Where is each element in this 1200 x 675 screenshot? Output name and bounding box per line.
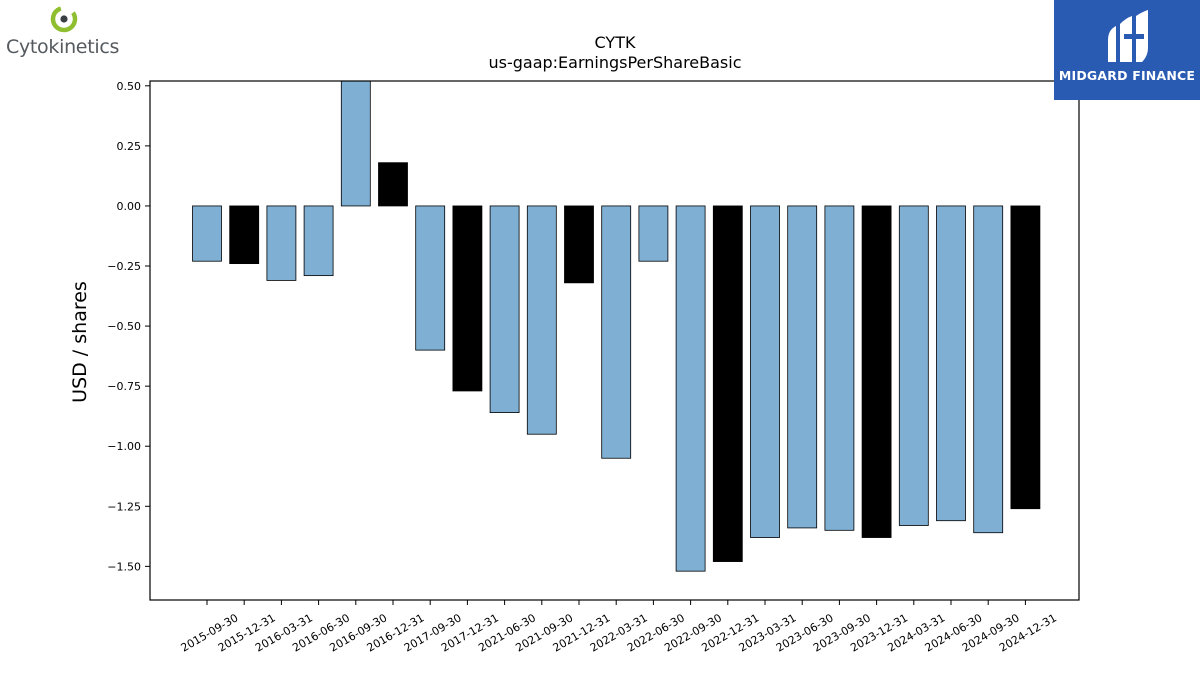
bar-2024-03-31 — [898, 205, 929, 526]
bar-2023-06-30 — [787, 205, 818, 529]
y-tick-label: 0.25 — [117, 140, 142, 153]
brand-logo: MIDGARD FINANCE — [1054, 0, 1200, 100]
cytokinetics-logo-icon — [50, 5, 78, 33]
y-tick-label: 0.00 — [117, 200, 142, 213]
bar-2024-09-30 — [973, 205, 1004, 534]
y-tick-label: −1.25 — [107, 500, 141, 513]
bar-2023-03-31 — [750, 205, 780, 538]
bar-2022-03-31 — [601, 205, 632, 459]
bar-2015-12-31 — [229, 205, 260, 265]
bar-2021-06-30 — [489, 205, 520, 413]
y-axis-label: USD / shares — [69, 281, 91, 403]
bar-2016-12-31 — [378, 162, 408, 207]
bar-2015-09-30 — [192, 205, 222, 262]
company-name: Cytokinetics — [6, 36, 120, 58]
bar-2017-12-31 — [452, 205, 483, 392]
y-tick-label: −1.50 — [107, 560, 141, 573]
plot-frame — [149, 80, 1080, 601]
y-axis: 0.50 0.25 0.00 −0.25 −0.50 −0.75 −1.00 −1.25 −1.… — [107, 80, 150, 573]
bar-2021-12-31 — [564, 205, 594, 284]
bar-2021-09-30 — [526, 205, 557, 435]
bar-2024-12-31 — [1010, 205, 1041, 510]
bar-2023-09-30 — [824, 205, 855, 531]
bar-2022-12-31 — [712, 205, 743, 562]
bar-2022-09-30 — [675, 205, 706, 572]
bar-2016-06-30 — [303, 205, 334, 277]
bar-2016-03-31 — [266, 205, 297, 281]
bars-group — [192, 80, 1041, 572]
bar-2024-06-30 — [936, 205, 966, 522]
y-tick-label: −1.00 — [107, 440, 141, 453]
company-logo: Cytokinetics — [4, 4, 128, 60]
x-axis: 2015-09-302015-12-312016-03-312016-06-30… — [179, 600, 1059, 655]
bar-2017-09-30 — [415, 205, 446, 351]
midgard-finance-logo-icon — [1108, 10, 1148, 62]
chart-subtitle: us-gaap:EarningsPerShareBasic — [488, 53, 741, 72]
bar-2023-12-31 — [861, 205, 892, 538]
chart-title: CYTK — [595, 33, 636, 52]
y-tick-label: −0.25 — [107, 260, 141, 273]
brand-name: MIDGARD FINANCE — [1058, 68, 1196, 83]
y-tick-label: 0.50 — [117, 80, 142, 93]
bar-2016-09-30 — [340, 80, 371, 207]
y-tick-label: −0.75 — [107, 380, 141, 393]
bar-2022-06-30 — [638, 205, 669, 262]
y-tick-label: −0.50 — [107, 320, 141, 333]
